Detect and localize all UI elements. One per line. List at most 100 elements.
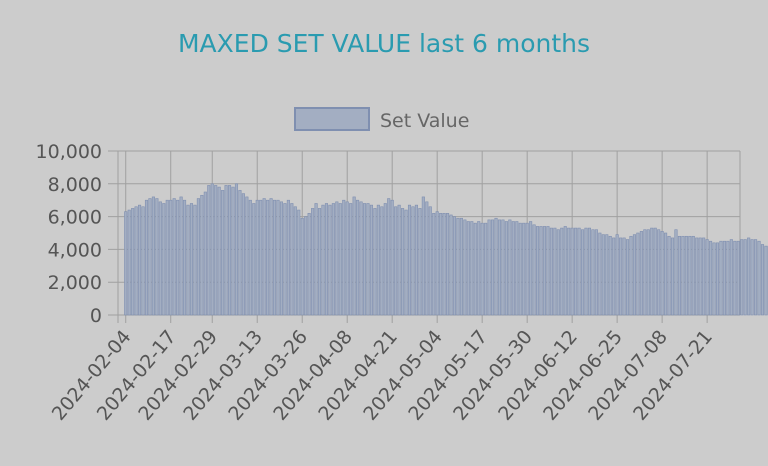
bar xyxy=(207,185,211,316)
bar xyxy=(515,221,519,316)
bar xyxy=(709,240,713,316)
legend-label[interactable]: Set Value xyxy=(380,110,469,132)
bar xyxy=(186,204,190,316)
x-axis: 2024-02-042024-02-172024-02-292024-03-13… xyxy=(48,326,717,425)
bar xyxy=(532,224,536,316)
bar xyxy=(740,239,744,316)
bar xyxy=(331,203,335,316)
legend-swatch[interactable] xyxy=(294,107,370,131)
bar xyxy=(304,216,308,316)
bar xyxy=(266,199,270,316)
bar xyxy=(442,213,446,316)
bar xyxy=(200,194,204,316)
bar xyxy=(456,217,460,316)
bar xyxy=(203,191,207,316)
bar xyxy=(234,183,239,316)
bar xyxy=(151,196,155,316)
bar xyxy=(349,203,353,316)
bar xyxy=(286,199,290,316)
bar xyxy=(729,239,733,316)
bar xyxy=(657,229,661,316)
bar xyxy=(698,237,702,316)
legend[interactable]: Set Value xyxy=(294,107,469,132)
bar xyxy=(276,199,280,316)
bar xyxy=(660,231,664,316)
y-tick-label: 6,000 xyxy=(48,207,102,229)
bar xyxy=(539,226,543,316)
bar xyxy=(155,198,159,316)
bar xyxy=(511,221,515,316)
bar xyxy=(238,190,242,316)
bar xyxy=(255,199,259,316)
bar xyxy=(747,237,751,316)
bar xyxy=(231,186,235,316)
bar xyxy=(670,237,675,316)
bar xyxy=(470,221,474,316)
bar xyxy=(221,190,225,316)
bar xyxy=(259,199,263,316)
bar xyxy=(522,222,526,316)
bar xyxy=(359,201,363,316)
bar xyxy=(196,198,200,316)
bar xyxy=(726,240,730,316)
y-tick-label: 2,000 xyxy=(48,272,102,294)
bar xyxy=(636,232,640,316)
bar xyxy=(463,219,467,316)
bar xyxy=(131,208,135,316)
y-tick-label: 4,000 xyxy=(48,239,102,261)
bar xyxy=(722,240,726,316)
bar xyxy=(183,199,187,316)
bar xyxy=(179,196,183,316)
bar xyxy=(598,232,602,316)
bar xyxy=(127,209,131,316)
y-tick-label: 10,000 xyxy=(36,141,102,163)
bar xyxy=(580,229,585,316)
bar xyxy=(248,199,252,316)
bar xyxy=(428,206,432,316)
bar xyxy=(401,208,405,316)
bar xyxy=(321,204,325,316)
bar xyxy=(176,199,180,316)
bar xyxy=(421,196,425,316)
bar xyxy=(290,203,294,316)
bar xyxy=(345,201,349,316)
bar xyxy=(619,237,623,316)
bar xyxy=(650,227,654,316)
bar xyxy=(632,234,636,316)
bar xyxy=(369,204,373,316)
bar xyxy=(297,209,301,316)
bar xyxy=(560,227,564,316)
bar xyxy=(563,226,567,316)
bar xyxy=(172,198,176,316)
bar xyxy=(269,198,273,316)
bar xyxy=(241,193,245,316)
bar xyxy=(684,235,688,316)
bar xyxy=(491,219,495,316)
bar xyxy=(667,235,671,316)
bar xyxy=(629,235,633,316)
bar xyxy=(591,229,595,316)
bar xyxy=(622,237,626,316)
bar xyxy=(217,186,221,316)
bar xyxy=(366,203,370,316)
bar xyxy=(536,226,540,316)
bar xyxy=(487,219,491,316)
bar xyxy=(459,217,463,316)
bar xyxy=(425,201,429,316)
bar xyxy=(681,235,685,316)
bar xyxy=(169,199,173,316)
bar xyxy=(224,185,228,316)
bar xyxy=(300,217,304,316)
bar xyxy=(404,209,408,316)
bar xyxy=(397,204,401,316)
bar xyxy=(615,234,619,316)
bar xyxy=(352,196,356,316)
bar xyxy=(549,227,553,316)
bar xyxy=(677,235,681,316)
bar xyxy=(414,204,418,316)
bar xyxy=(210,183,214,316)
bar xyxy=(356,199,360,316)
bar xyxy=(525,222,529,316)
bar xyxy=(466,221,470,316)
